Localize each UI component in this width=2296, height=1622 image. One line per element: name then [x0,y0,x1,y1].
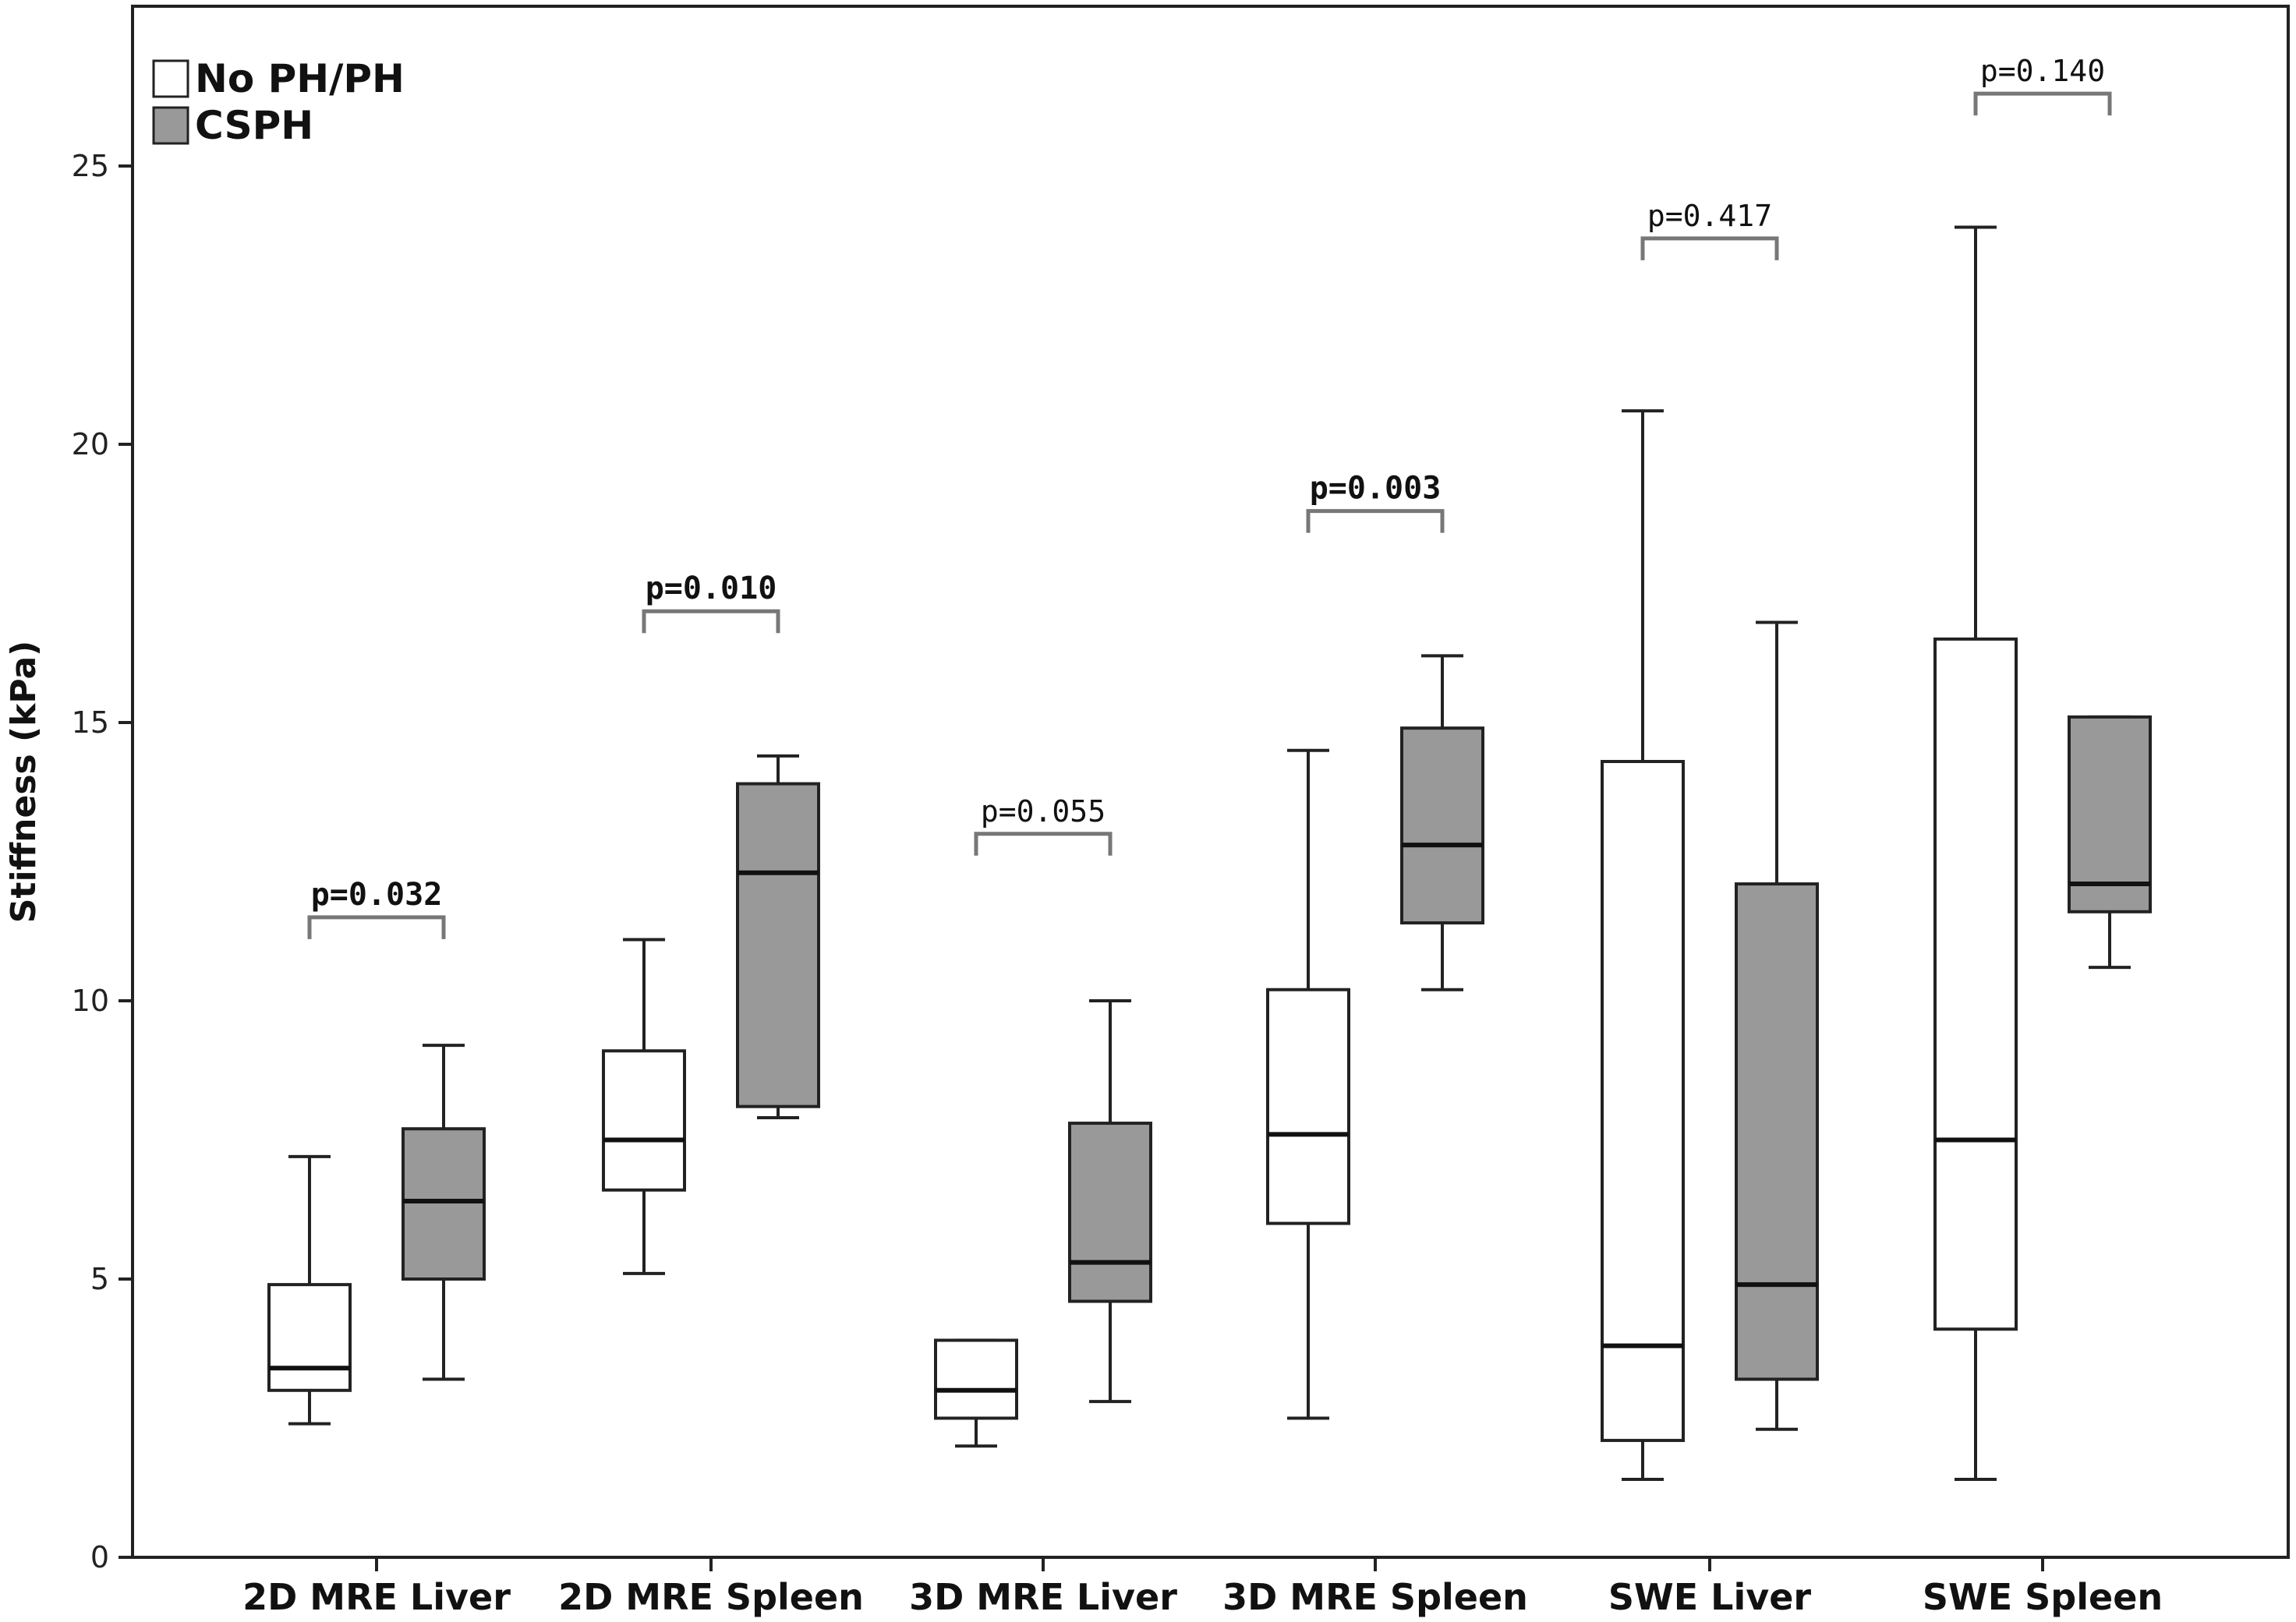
significance-bracket [1306,509,1445,533]
significance-bracket [1640,236,1779,260]
pvalue-label: p=0.140 [1980,54,2105,88]
plot-frame [131,5,2290,1559]
iqr-box [2068,715,2152,913]
iqr-box [1400,726,1484,925]
iqr-box [1601,759,1685,1443]
y-tick-label-2: 10 [72,984,109,1018]
x-category-label-0: 2D MRE Liver [242,1576,511,1618]
iqr-box [736,782,820,1108]
pvalue-annotation-1: p=0.010 [642,571,780,634]
pvalue-annotation-2: p=0.055 [974,794,1113,856]
legend-entry-0: No PH/PH [152,56,405,101]
box-csph-1 [736,754,820,1119]
box-csph-2 [1068,999,1152,1404]
box-csph-3 [1400,654,1484,991]
y-tick-label-4: 20 [72,427,109,461]
legend-entry-1: CSPH [152,103,313,148]
iqr-box [1933,637,2018,1331]
box-csph-0 [402,1044,486,1381]
significance-bracket [307,915,446,939]
box-noph-2 [934,1338,1018,1448]
pvalue-annotation-5: p=0.140 [1973,54,2112,116]
legend-label: CSPH [195,103,313,148]
iqr-box [1735,882,1819,1381]
significance-bracket [974,832,1113,856]
significance-bracket [642,609,780,634]
box-noph-3 [1266,748,1350,1420]
y-tick-label-1: 5 [90,1262,109,1296]
pvalue-annotation-4: p=0.417 [1640,199,1779,260]
x-category-label-1: 2D MRE Spleen [558,1576,864,1618]
iqr-box [1266,988,1350,1225]
box-noph-0 [267,1154,352,1426]
y-tick-label-5: 25 [72,149,109,183]
iqr-box [402,1127,486,1281]
legend-swatch [152,106,189,145]
x-category-label-4: SWE Liver [1608,1576,1812,1618]
pvalue-label: p=0.003 [1310,471,1442,507]
iqr-box [602,1049,686,1192]
pvalue-annotation-0: p=0.032 [307,877,446,939]
x-category-label-5: SWE Spleen [1923,1576,2163,1618]
pvalue-annotation-3: p=0.003 [1306,471,1445,533]
pvalue-label: p=0.055 [981,794,1106,829]
legend-label: No PH/PH [195,56,405,101]
pvalue-label: p=0.032 [311,877,443,913]
iqr-box [267,1283,352,1392]
y-axis-title: Stiffness (kPa) [4,641,44,924]
pvalue-label: p=0.417 [1647,199,1772,233]
box-csph-5 [2068,715,2152,970]
x-category-label-3: 3D MRE Spleen [1222,1576,1528,1618]
box-noph-5 [1933,225,2018,1482]
legend-swatch [152,59,189,98]
iqr-box [934,1338,1018,1420]
y-tick-label-0: 0 [90,1540,109,1574]
significance-bracket [1973,91,2112,116]
box-noph-1 [602,938,686,1275]
pvalue-label: p=0.010 [646,571,777,606]
iqr-box [1068,1122,1152,1303]
box-noph-4 [1601,409,1685,1482]
box-csph-4 [1735,620,1819,1431]
x-category-label-2: 3D MRE Liver [909,1576,1177,1618]
y-tick-label-3: 15 [72,705,109,740]
